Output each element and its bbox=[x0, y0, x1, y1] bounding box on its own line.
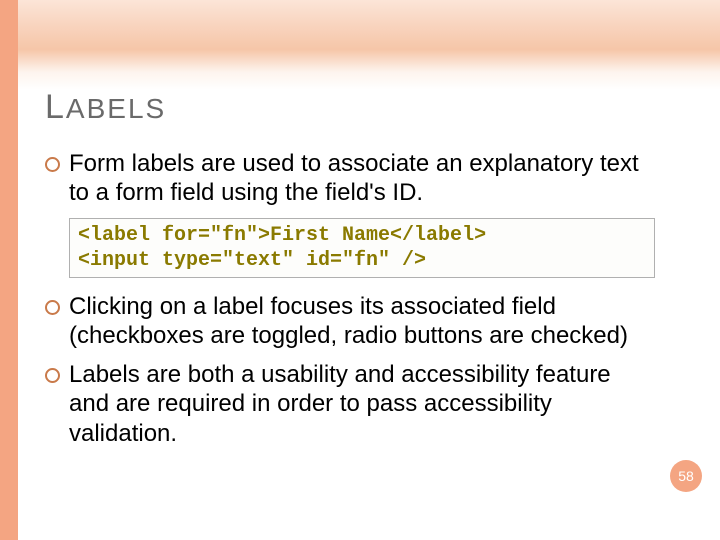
code-example: <label for="fn">First Name</label> <inpu… bbox=[69, 218, 655, 278]
left-accent-stripe bbox=[0, 0, 18, 540]
code-line: <input type="text" id="fn" /> bbox=[78, 249, 426, 272]
slide-title: LABELS bbox=[45, 88, 655, 127]
top-gradient-band bbox=[18, 0, 720, 90]
bullet-text: Clicking on a label focuses its associat… bbox=[69, 293, 628, 349]
page-number: 58 bbox=[678, 468, 694, 484]
bullet-list: Clicking on a label focuses its associat… bbox=[45, 292, 655, 448]
slide-content: LABELS Form labels are used to associate… bbox=[45, 88, 655, 458]
bullet-list: Form labels are used to associate an exp… bbox=[45, 149, 655, 208]
bullet-text: Labels are both a usability and accessib… bbox=[69, 361, 611, 447]
slide-title-initial: L bbox=[45, 88, 66, 126]
slide-title-rest: ABELS bbox=[66, 93, 166, 124]
bullet-text: Form labels are used to associate an exp… bbox=[69, 150, 639, 206]
bullet-item: Clicking on a label focuses its associat… bbox=[45, 292, 655, 351]
page-number-badge: 58 bbox=[670, 460, 702, 492]
bullet-item: Form labels are used to associate an exp… bbox=[45, 149, 655, 208]
code-line: <label for="fn">First Name</label> bbox=[78, 224, 486, 247]
bullet-item: Labels are both a usability and accessib… bbox=[45, 360, 655, 448]
